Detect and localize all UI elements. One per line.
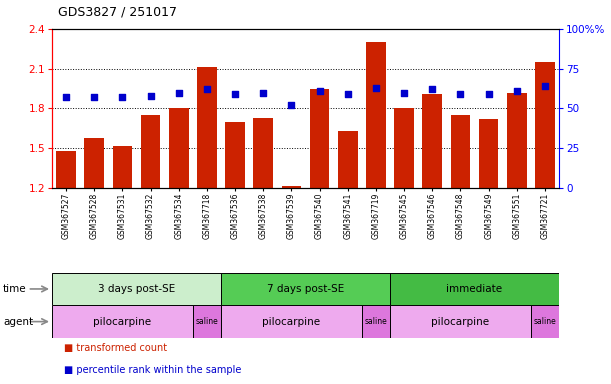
Bar: [479, 119, 499, 188]
Bar: [422, 94, 442, 188]
Bar: [535, 62, 555, 188]
Bar: [254, 118, 273, 188]
Point: [287, 102, 296, 108]
Point: [230, 91, 240, 97]
Point: [315, 88, 324, 94]
Bar: [282, 185, 301, 188]
Text: ■ transformed count: ■ transformed count: [64, 343, 167, 354]
Text: pilocarpine: pilocarpine: [262, 316, 321, 327]
Point: [540, 83, 550, 89]
Text: 3 days post-SE: 3 days post-SE: [98, 284, 175, 294]
Bar: [362, 305, 390, 338]
Text: GDS3827 / 251017: GDS3827 / 251017: [58, 6, 177, 19]
Bar: [52, 305, 193, 338]
Point: [89, 94, 99, 100]
Bar: [310, 89, 329, 188]
Point: [174, 89, 184, 96]
Text: saline: saline: [196, 317, 218, 326]
Point: [258, 89, 268, 96]
Point: [456, 91, 466, 97]
Point: [512, 88, 522, 94]
Text: saline: saline: [533, 317, 557, 326]
Point: [61, 94, 71, 100]
Text: pilocarpine: pilocarpine: [431, 316, 489, 327]
Bar: [52, 273, 221, 305]
Bar: [197, 67, 217, 188]
Text: ■ percentile rank within the sample: ■ percentile rank within the sample: [64, 364, 241, 375]
Bar: [390, 273, 559, 305]
Bar: [193, 305, 221, 338]
Bar: [169, 108, 189, 188]
Bar: [141, 115, 161, 188]
Bar: [225, 122, 245, 188]
Point: [202, 86, 212, 93]
Bar: [366, 42, 386, 188]
Text: saline: saline: [365, 317, 387, 326]
Text: immediate: immediate: [447, 284, 503, 294]
Bar: [221, 305, 362, 338]
Bar: [507, 93, 527, 188]
Point: [484, 91, 494, 97]
Bar: [112, 146, 132, 188]
Bar: [338, 131, 357, 188]
Point: [399, 89, 409, 96]
Text: 7 days post-SE: 7 days post-SE: [267, 284, 344, 294]
Text: agent: agent: [3, 316, 33, 327]
Bar: [84, 138, 104, 188]
Bar: [390, 305, 531, 338]
Bar: [56, 151, 76, 188]
Text: time: time: [3, 284, 27, 294]
Bar: [531, 305, 559, 338]
Bar: [221, 273, 390, 305]
Bar: [450, 115, 470, 188]
Point: [371, 85, 381, 91]
Text: pilocarpine: pilocarpine: [93, 316, 152, 327]
Bar: [394, 108, 414, 188]
Point: [145, 93, 155, 99]
Point: [343, 91, 353, 97]
Point: [428, 86, 437, 93]
Point: [117, 94, 127, 100]
